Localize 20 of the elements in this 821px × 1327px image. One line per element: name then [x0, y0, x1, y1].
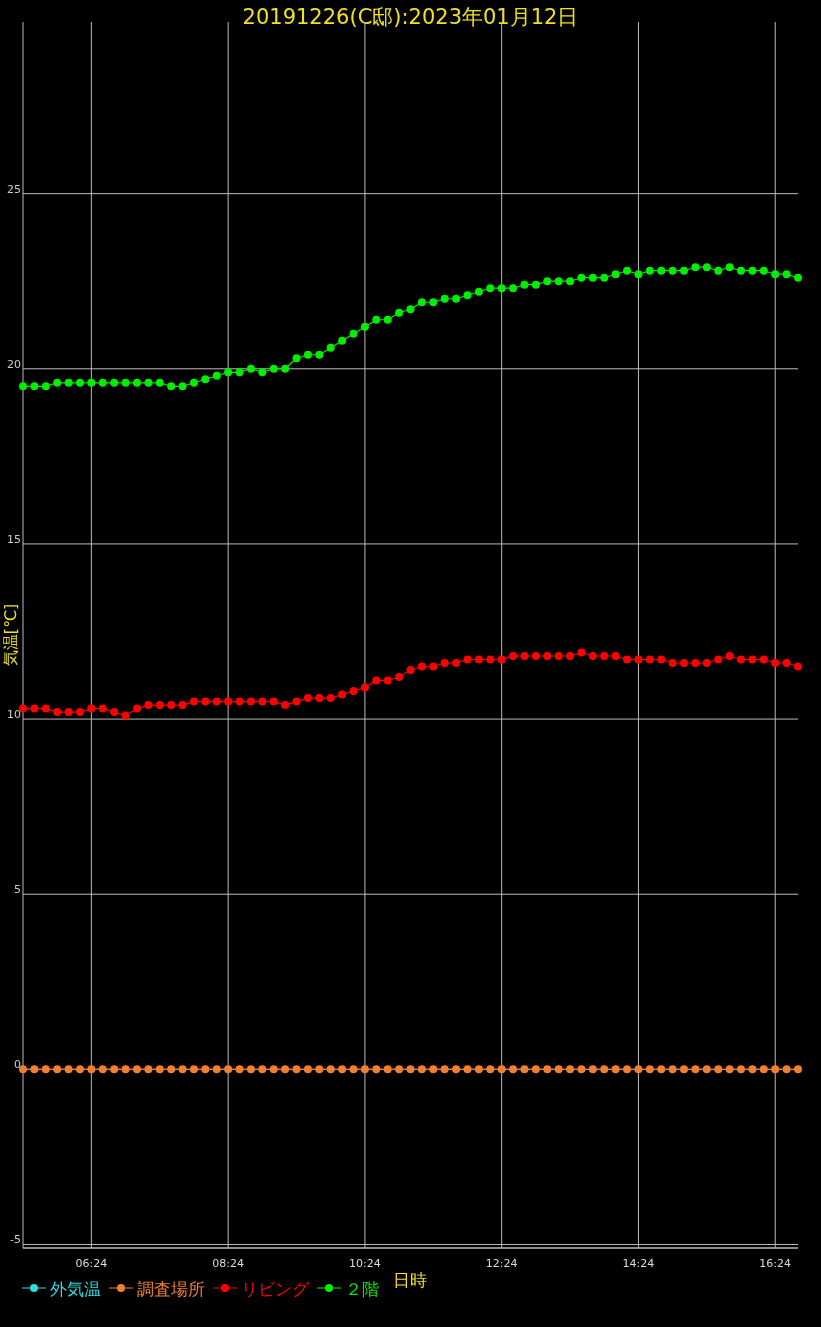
y-tick-label: 10	[7, 708, 21, 722]
x-tick-label: 16:24	[759, 1257, 792, 1270]
y-tick-label: 25	[7, 182, 21, 196]
y-tick-label: 20	[7, 357, 21, 371]
x-tick-label: 14:24	[622, 1257, 655, 1270]
y-tick-label: 5	[14, 883, 21, 897]
x-tick-label: 08:24	[212, 1257, 244, 1270]
legend-label: リビング	[241, 1279, 310, 1299]
y-tick-label: 15	[7, 532, 21, 546]
legend-label: 外気温	[50, 1279, 101, 1299]
y-axis-title: 気温[℃]	[1, 603, 20, 667]
x-tick-label: 12:24	[485, 1257, 518, 1270]
x-tick-label: 06:24	[75, 1257, 108, 1270]
x-tick-label: 10:24	[349, 1257, 381, 1270]
x-axis-title: 日時	[393, 1270, 427, 1290]
y-tick-label: 0	[14, 1058, 21, 1072]
legend-label: 調査場所	[137, 1279, 205, 1299]
chart-title: 20191226(C邸):2023年01月12日	[242, 5, 579, 29]
legend-label: ２階	[345, 1279, 379, 1299]
y-tick-label: -5	[10, 1233, 21, 1247]
